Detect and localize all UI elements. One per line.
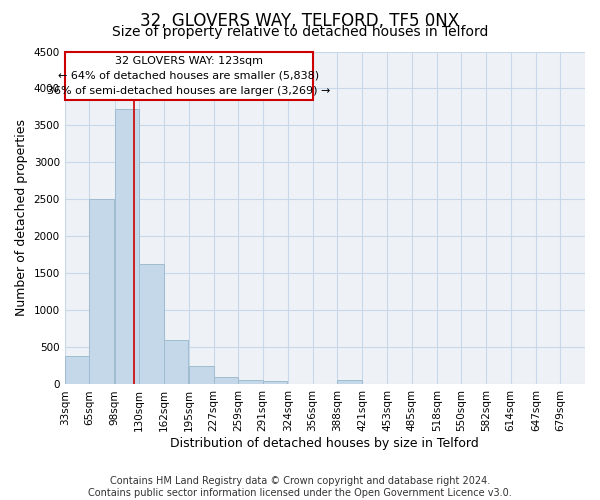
Bar [214,376,238,384]
Bar [139,264,164,384]
Bar [337,380,362,384]
Bar [65,356,89,384]
Text: 32, GLOVERS WAY, TELFORD, TF5 0NX: 32, GLOVERS WAY, TELFORD, TF5 0NX [140,12,460,30]
Text: Size of property relative to detached houses in Telford: Size of property relative to detached ho… [112,25,488,39]
Text: Contains HM Land Registry data © Crown copyright and database right 2024.
Contai: Contains HM Land Registry data © Crown c… [88,476,512,498]
Bar [164,340,188,384]
FancyBboxPatch shape [65,52,313,100]
Bar [238,380,263,384]
Text: 32 GLOVERS WAY: 123sqm
← 64% of detached houses are smaller (5,838)
36% of semi-: 32 GLOVERS WAY: 123sqm ← 64% of detached… [47,56,330,96]
Bar [115,109,139,384]
Bar [89,200,114,384]
Bar [263,382,287,384]
X-axis label: Distribution of detached houses by size in Telford: Distribution of detached houses by size … [170,437,479,450]
Y-axis label: Number of detached properties: Number of detached properties [15,120,28,316]
Bar [189,366,214,384]
